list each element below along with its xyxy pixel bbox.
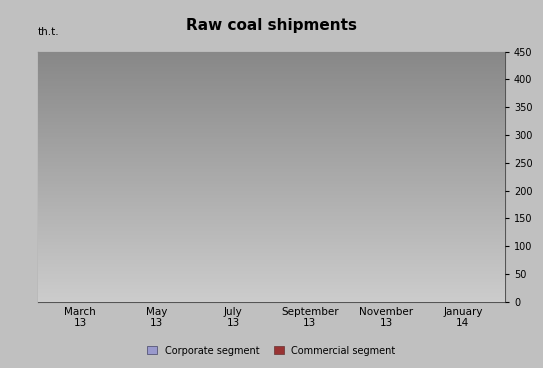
Bar (236, 297, 241, 302)
Polygon shape (405, 295, 406, 302)
Bar (144, 149, 154, 302)
Bar (93, 297, 98, 302)
Polygon shape (460, 120, 462, 302)
Polygon shape (437, 168, 449, 173)
Bar (169, 297, 175, 302)
Polygon shape (144, 144, 156, 149)
Bar (130, 82, 140, 302)
Polygon shape (154, 144, 156, 302)
Bar (283, 171, 293, 302)
Polygon shape (283, 167, 295, 171)
Text: th.t.: th.t. (38, 27, 60, 37)
Polygon shape (370, 203, 372, 302)
Polygon shape (297, 206, 309, 210)
Bar (399, 297, 405, 302)
Polygon shape (293, 167, 295, 302)
Bar (374, 155, 384, 302)
Bar (246, 297, 251, 302)
Bar (67, 57, 78, 302)
Polygon shape (318, 295, 319, 302)
Polygon shape (446, 168, 449, 302)
Polygon shape (231, 159, 232, 302)
Polygon shape (236, 295, 243, 297)
Bar (312, 297, 318, 302)
Polygon shape (88, 295, 90, 302)
Polygon shape (207, 131, 219, 135)
Polygon shape (54, 194, 66, 199)
Polygon shape (312, 295, 319, 297)
Polygon shape (241, 295, 243, 302)
Bar (83, 297, 88, 302)
Polygon shape (169, 295, 176, 297)
Bar (360, 207, 370, 302)
Polygon shape (140, 78, 142, 302)
Polygon shape (481, 295, 482, 302)
Bar (476, 297, 481, 302)
Polygon shape (394, 295, 396, 302)
Polygon shape (83, 295, 90, 297)
Polygon shape (98, 295, 99, 302)
Bar (465, 297, 471, 302)
Text: Raw coal shipments: Raw coal shipments (186, 18, 357, 33)
Polygon shape (93, 295, 99, 297)
Polygon shape (165, 295, 166, 302)
Polygon shape (450, 120, 462, 125)
Polygon shape (307, 206, 309, 302)
Polygon shape (374, 150, 386, 155)
Polygon shape (360, 203, 372, 207)
Legend: Corporate segment, Commercial segment: Corporate segment, Commercial segment (143, 342, 400, 360)
Polygon shape (465, 295, 472, 297)
Polygon shape (130, 78, 142, 82)
Polygon shape (78, 53, 79, 302)
Bar (323, 297, 328, 302)
Polygon shape (159, 295, 166, 297)
Bar (54, 199, 64, 302)
Bar (450, 125, 460, 302)
Polygon shape (476, 295, 482, 297)
Polygon shape (389, 295, 396, 297)
Polygon shape (217, 131, 219, 302)
Polygon shape (220, 159, 232, 164)
Bar (207, 135, 217, 302)
Polygon shape (328, 295, 329, 302)
Polygon shape (175, 295, 176, 302)
Bar (159, 297, 165, 302)
Polygon shape (323, 295, 329, 297)
Polygon shape (246, 295, 252, 297)
Bar (297, 210, 307, 302)
Bar (437, 173, 446, 302)
Bar (389, 297, 394, 302)
Bar (220, 164, 231, 302)
Polygon shape (471, 295, 472, 302)
Polygon shape (399, 295, 406, 297)
Polygon shape (251, 295, 252, 302)
Polygon shape (64, 194, 66, 302)
Polygon shape (384, 150, 386, 302)
Polygon shape (67, 53, 79, 57)
